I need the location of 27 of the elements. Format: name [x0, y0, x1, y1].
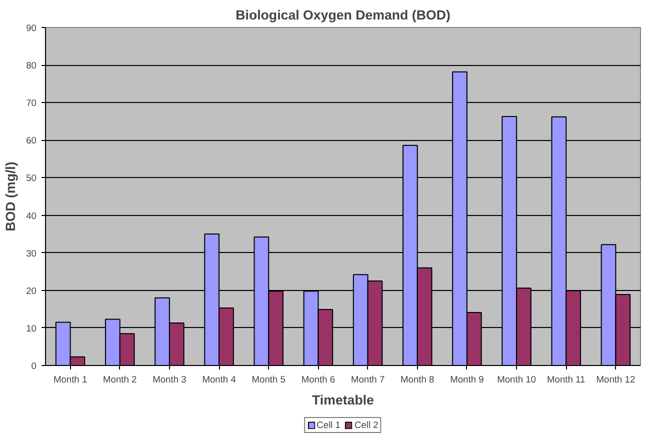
x-tick-label: Month 12 — [596, 374, 636, 384]
x-tick-label: Month 1 — [53, 374, 88, 384]
y-tick-label: 70 — [26, 98, 37, 108]
x-axis-title: Timetable — [312, 392, 374, 408]
x-tick-label: Month 2 — [103, 374, 137, 384]
y-tick-label: 80 — [26, 60, 37, 71]
x-tick-label: Month 9 — [450, 374, 484, 384]
y-tick-label: 50 — [26, 173, 37, 184]
x-tick-label: Month 4 — [202, 374, 236, 384]
x-tick-label: Month 8 — [400, 374, 434, 384]
legend-label: Cell 2 — [354, 420, 378, 430]
y-tick-label: 0 — [31, 361, 37, 371]
x-tick-label: Month 6 — [301, 374, 336, 384]
y-tick-label: 60 — [26, 136, 37, 146]
y-tick-label: 10 — [26, 323, 37, 334]
x-tick-label: Month 7 — [350, 374, 385, 384]
chart-title: Biological Oxygen Demand (BOD) — [236, 8, 450, 22]
y-axis-title: BOD (mg/l) — [3, 162, 18, 232]
x-tick-label: Month 3 — [152, 374, 186, 384]
y-tick-label: 40 — [26, 210, 37, 221]
y-tick-label: 20 — [26, 286, 37, 296]
x-tick-label: Month 10 — [497, 374, 536, 384]
x-tick-label: Month 5 — [252, 374, 286, 384]
x-tick-label: Month 11 — [547, 374, 586, 384]
y-tick-label: 90 — [26, 23, 37, 33]
y-tick-label: 30 — [26, 248, 37, 258]
legend-label: Cell 1 — [316, 420, 340, 430]
